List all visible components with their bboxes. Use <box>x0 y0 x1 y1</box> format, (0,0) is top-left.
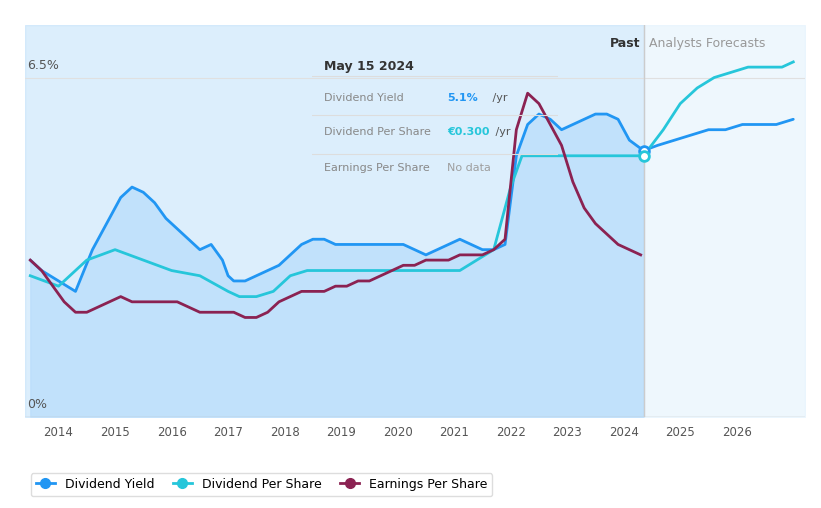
Text: Analysts Forecasts: Analysts Forecasts <box>649 37 765 50</box>
Text: Past: Past <box>610 37 640 50</box>
Text: 6.5%: 6.5% <box>27 59 59 72</box>
Text: Dividend Yield: Dividend Yield <box>324 92 404 103</box>
Text: Dividend Per Share: Dividend Per Share <box>324 127 431 137</box>
Text: /yr: /yr <box>492 127 511 137</box>
Text: /yr: /yr <box>489 92 508 103</box>
Text: €0.300: €0.300 <box>447 127 490 137</box>
Legend: Dividend Yield, Dividend Per Share, Earnings Per Share: Dividend Yield, Dividend Per Share, Earn… <box>31 473 493 496</box>
Text: 5.1%: 5.1% <box>447 92 478 103</box>
Text: 0%: 0% <box>27 398 48 411</box>
Text: May 15 2024: May 15 2024 <box>324 60 414 73</box>
Text: No data: No data <box>447 163 491 173</box>
Text: Earnings Per Share: Earnings Per Share <box>324 163 430 173</box>
